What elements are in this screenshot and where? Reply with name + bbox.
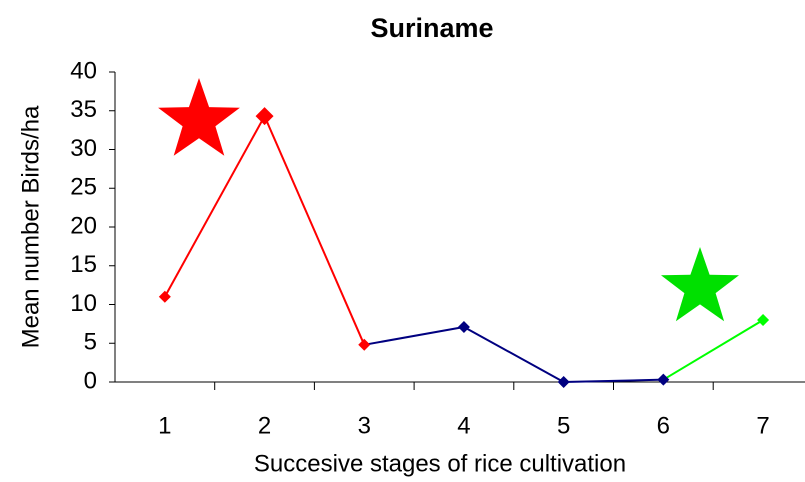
star xyxy=(158,78,240,156)
x-tick-label: 6 xyxy=(657,412,670,439)
y-axis-label: Mean number Birds/ha xyxy=(17,105,44,348)
line-segment xyxy=(364,325,465,346)
x-axis-label: Succesive stages of rice cultivation xyxy=(254,450,626,477)
y-tick-label: 30 xyxy=(70,135,97,162)
y-tick-label: 5 xyxy=(84,329,97,356)
chart-title: Suriname xyxy=(370,13,493,43)
star xyxy=(661,247,739,322)
x-tick-label: 1 xyxy=(158,412,171,439)
marker xyxy=(557,376,570,388)
y-tick-label: 15 xyxy=(70,251,97,278)
line-segment xyxy=(463,326,565,383)
y-tick-label: 0 xyxy=(84,367,97,394)
x-tick-label: 7 xyxy=(756,412,769,439)
x-tick-label: 2 xyxy=(258,412,271,439)
line-segment xyxy=(563,378,664,383)
marker xyxy=(657,373,670,386)
line-segment xyxy=(662,319,764,381)
marker xyxy=(158,290,171,303)
y-tick-label: 10 xyxy=(70,290,97,317)
decoration xyxy=(158,78,739,322)
marker xyxy=(255,107,274,126)
y-tick-label: 35 xyxy=(70,96,97,123)
y-tick-label: 40 xyxy=(70,57,97,84)
line-segment xyxy=(263,115,366,346)
marker xyxy=(457,320,470,333)
x-tick-label: 4 xyxy=(457,412,470,439)
x-tick-label: 3 xyxy=(358,412,371,439)
x-tick-label: 5 xyxy=(557,412,570,439)
y-tick-label: 25 xyxy=(70,174,97,201)
line-segment xyxy=(163,115,266,298)
marker xyxy=(757,314,770,326)
y-tick-label: 20 xyxy=(70,212,97,239)
marker xyxy=(358,338,371,351)
